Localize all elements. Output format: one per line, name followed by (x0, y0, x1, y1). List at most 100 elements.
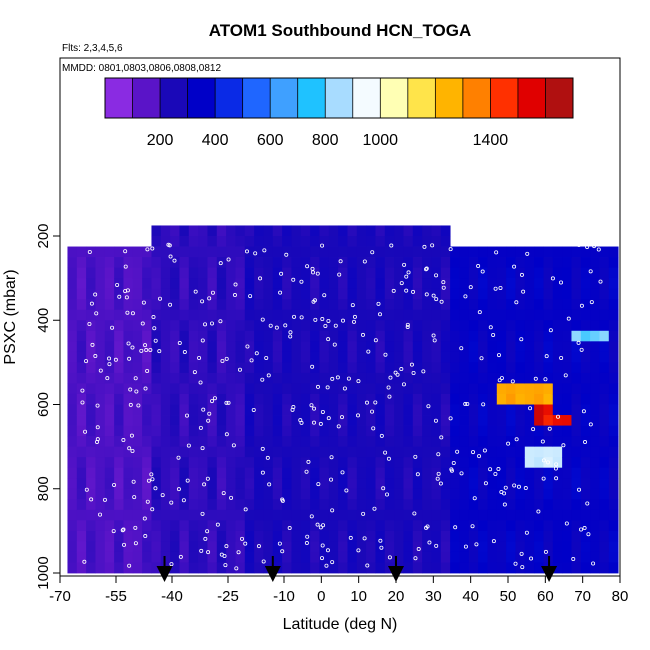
heatmap-cell (571, 383, 582, 395)
heatmap-cell (487, 415, 498, 426)
heatmap-cell (422, 520, 432, 532)
heatmap-cell (86, 246, 96, 258)
sample-point (389, 243, 394, 248)
sample-point (519, 272, 524, 277)
heatmap-cell (254, 436, 264, 448)
heatmap-cell (599, 404, 610, 416)
heatmap-cell (478, 425, 488, 437)
heatmap-cell (506, 320, 516, 332)
heatmap-cell (375, 372, 386, 384)
sample-point (405, 322, 410, 327)
heatmap-cell (450, 551, 460, 563)
sample-point (582, 526, 587, 531)
heatmap-cell (254, 225, 264, 237)
heatmap-cell (562, 446, 572, 458)
sample-point (383, 450, 388, 455)
heatmap-cell (450, 246, 460, 258)
heatmap-cell (571, 246, 582, 258)
heatmap-cell (282, 372, 292, 384)
heatmap-cell (123, 467, 134, 479)
sample-point (98, 368, 103, 373)
heatmap-cell (319, 562, 330, 574)
heatmap-cell (300, 562, 311, 574)
heatmap-cell (534, 499, 544, 511)
heatmap-cell (263, 393, 274, 405)
heatmap-cell (524, 488, 535, 500)
heatmap-cell (440, 415, 451, 426)
heatmap-cell (468, 425, 479, 437)
sample-point (82, 559, 87, 564)
heatmap-cell (300, 288, 311, 300)
heatmap-cell (151, 299, 162, 311)
heatmap-cell (524, 278, 535, 290)
heatmap-cell (599, 278, 610, 290)
sample-point (361, 511, 366, 516)
heatmap-cell (552, 446, 563, 458)
heatmap-cell (95, 404, 106, 416)
heatmap-cell (375, 351, 386, 363)
sample-point (544, 354, 549, 359)
heatmap-cell (515, 257, 526, 268)
heatmap-cell (590, 278, 600, 290)
heatmap-cell (524, 372, 535, 384)
heatmap-cell (319, 425, 330, 437)
heatmap-cell (95, 267, 106, 279)
sample-point (125, 310, 130, 315)
heatmap-cell (412, 425, 423, 437)
heatmap-cell (254, 499, 264, 511)
heatmap-cell (496, 278, 507, 290)
heatmap-cell (67, 257, 78, 268)
sample-point (581, 409, 586, 414)
heatmap-cell (76, 393, 87, 405)
heatmap-cell (310, 562, 320, 574)
heatmap-cell (450, 278, 460, 290)
heatmap-cell (366, 457, 376, 469)
heatmap-cell (487, 541, 498, 553)
sample-point (182, 350, 187, 355)
heatmap-cell (496, 309, 507, 321)
heatmap-cell (394, 257, 404, 268)
heatmap-cell (226, 225, 236, 237)
sample-point (193, 289, 198, 294)
heatmap-cell (552, 383, 563, 395)
heatmap-cell (272, 362, 283, 374)
heatmap-cell (422, 478, 432, 490)
heatmap-cell (254, 362, 264, 374)
sample-point (528, 406, 533, 411)
heatmap-cell (76, 436, 87, 448)
heatmap-cell (608, 446, 619, 458)
heatmap-cell (459, 393, 470, 405)
sample-point (288, 334, 293, 339)
heatmap-cell (160, 299, 171, 311)
heatmap-cell (86, 457, 96, 469)
heatmap-cell (216, 236, 227, 247)
sample-point (339, 415, 344, 420)
heatmap-cell (179, 478, 190, 490)
sample-point (402, 262, 407, 267)
heatmap-cell (132, 499, 143, 511)
heatmap-cell (384, 551, 395, 563)
heatmap-cell (319, 267, 330, 279)
heatmap-cell (347, 467, 358, 479)
heatmap-cell (254, 446, 264, 458)
heatmap-cell (95, 478, 106, 490)
heatmap-cell (515, 467, 526, 479)
heatmap-cell (114, 372, 124, 384)
sample-point (111, 529, 116, 534)
heatmap-cell (347, 351, 358, 363)
heatmap-cell (599, 530, 610, 542)
heatmap-cell (104, 362, 115, 374)
heatmap-cell (328, 362, 339, 374)
heatmap-cell (104, 499, 115, 511)
heatmap-cell (67, 309, 78, 321)
sample-point (373, 400, 378, 405)
heatmap-cell (244, 288, 255, 300)
heatmap-cell (328, 415, 339, 426)
heatmap-cell (384, 246, 395, 258)
heatmap-cell (571, 457, 582, 469)
heatmap-cell (440, 436, 451, 448)
heatmap-cell (123, 299, 134, 311)
heatmap-cell (198, 488, 208, 500)
heatmap-cell (412, 330, 423, 342)
heatmap-cell (562, 509, 572, 521)
